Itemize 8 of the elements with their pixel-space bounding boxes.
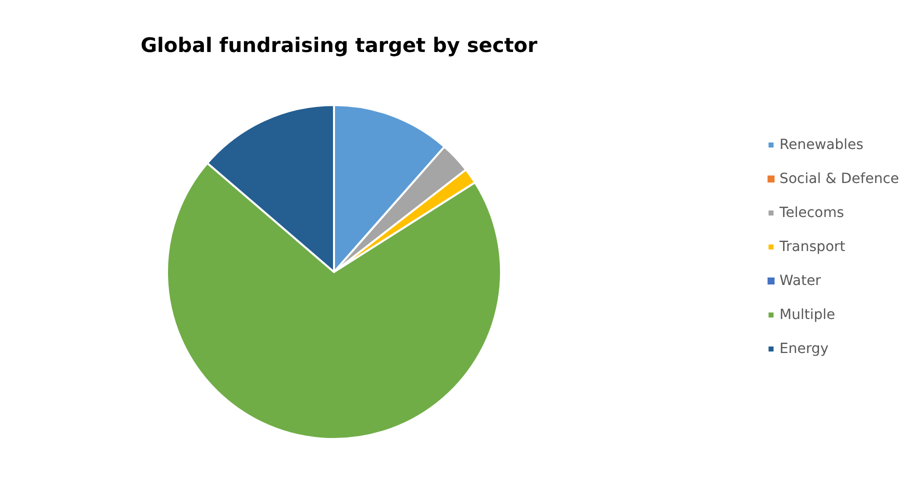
- chart-title: Global fundraising target by sector: [140, 33, 538, 57]
- legend-label: Social & Defence: [780, 171, 900, 187]
- legend-label: Transport: [778, 239, 846, 255]
- legend-label: Multiple: [780, 307, 836, 323]
- legend-label: Renewables: [780, 137, 864, 153]
- legend-label: Telecoms: [778, 205, 844, 221]
- legend-label: Energy: [780, 341, 829, 357]
- legend-label: Water: [780, 273, 822, 289]
